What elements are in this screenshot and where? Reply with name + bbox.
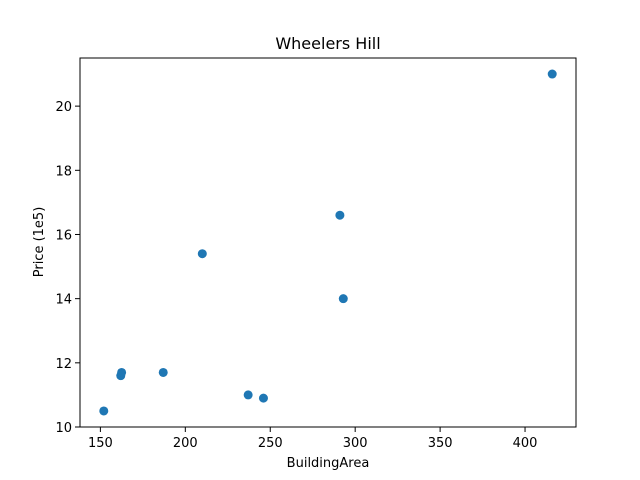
scatter-point [158,367,168,377]
x-tick-label: 300 [343,436,368,451]
scatter-point [547,69,557,79]
scatter-point [117,367,127,377]
scatter-point [99,406,109,416]
axes-frame [79,57,577,428]
scatter-point [243,390,253,400]
scatter-point [258,393,268,403]
y-tick-label: 18 [55,164,72,179]
x-axis-label: BuildingArea [287,456,370,471]
scatter-point [197,249,207,259]
chart-title: Wheelers Hill [275,34,380,53]
y-axis: 10 12 14 16 18 20 [55,100,80,436]
x-tick-label: 200 [173,436,198,451]
x-tick-label: 150 [88,436,113,451]
y-tick-label: 12 [55,357,72,372]
x-tick-label: 250 [258,436,283,451]
x-axis: 150 200 250 300 350 400 [88,427,537,451]
x-tick-label: 350 [428,436,453,451]
x-tick-label: 400 [513,436,538,451]
y-axis-label: Price (1e5) [32,207,47,278]
y-tick-label: 10 [55,421,72,436]
scatter-point [338,294,348,304]
plot-area [99,69,557,416]
y-tick-label: 14 [55,293,72,308]
y-tick-label: 20 [55,100,72,115]
scatter-point [335,210,345,220]
y-tick-label: 16 [55,228,72,243]
